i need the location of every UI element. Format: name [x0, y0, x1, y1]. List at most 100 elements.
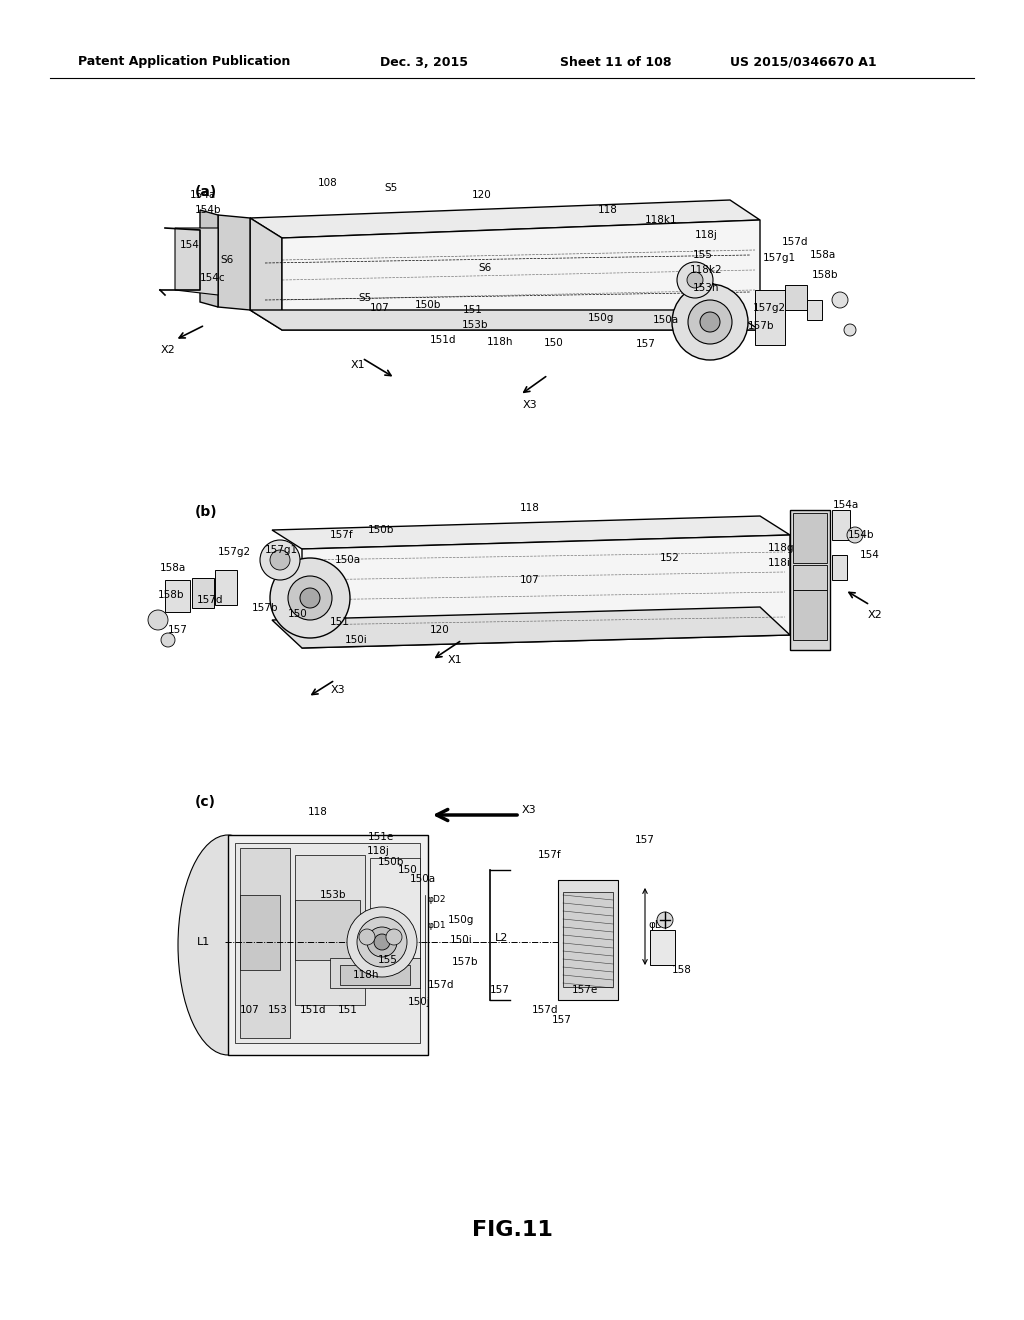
Bar — [234, 843, 420, 1043]
Circle shape — [288, 576, 332, 620]
Text: 154b: 154b — [848, 531, 874, 540]
Circle shape — [657, 912, 673, 928]
Bar — [785, 285, 807, 310]
Circle shape — [688, 300, 732, 345]
Text: 153b: 153b — [319, 890, 346, 900]
Bar — [831, 510, 850, 540]
Text: 157f: 157f — [538, 850, 561, 861]
Text: 151: 151 — [338, 1005, 357, 1015]
Circle shape — [357, 917, 407, 968]
Text: Sheet 11 of 108: Sheet 11 of 108 — [560, 55, 672, 69]
Text: 155: 155 — [378, 954, 398, 965]
Text: 150b: 150b — [368, 525, 394, 535]
Text: 157: 157 — [168, 624, 187, 635]
Text: 153b: 153b — [462, 319, 488, 330]
Bar — [370, 858, 420, 987]
Text: 107: 107 — [370, 304, 390, 313]
Text: 151e: 151e — [368, 832, 394, 842]
Text: X2: X2 — [867, 610, 883, 620]
Text: X3: X3 — [331, 685, 345, 696]
Text: 157b: 157b — [252, 603, 279, 612]
Circle shape — [260, 540, 300, 579]
Circle shape — [672, 284, 748, 360]
Text: 150b: 150b — [378, 857, 404, 867]
Text: 118: 118 — [598, 205, 617, 215]
Text: Dec. 3, 2015: Dec. 3, 2015 — [380, 55, 468, 69]
Text: 120: 120 — [430, 624, 450, 635]
Text: FIG.11: FIG.11 — [472, 1220, 552, 1239]
Text: 158b: 158b — [812, 271, 839, 280]
Text: S5: S5 — [358, 293, 372, 304]
Text: 150a: 150a — [335, 554, 361, 565]
Text: 157e: 157e — [572, 985, 598, 995]
Text: 158a: 158a — [810, 249, 837, 260]
Text: 157: 157 — [552, 1015, 571, 1026]
Circle shape — [347, 907, 417, 977]
Text: 151: 151 — [463, 305, 483, 315]
Text: φD4: φD4 — [648, 920, 670, 931]
Text: 151d: 151d — [300, 1005, 327, 1015]
Bar — [793, 590, 827, 640]
Ellipse shape — [178, 836, 278, 1055]
Bar — [558, 880, 618, 1001]
Text: 118h: 118h — [487, 337, 513, 347]
Text: 118i: 118i — [768, 558, 791, 568]
Text: 151d: 151d — [430, 335, 457, 345]
Bar — [793, 565, 827, 590]
Polygon shape — [302, 535, 790, 648]
Text: 120: 120 — [472, 190, 492, 201]
Text: 158a: 158a — [160, 564, 186, 573]
Bar — [793, 513, 827, 564]
Bar — [330, 958, 420, 987]
Circle shape — [300, 587, 319, 609]
Text: 118j: 118j — [695, 230, 718, 240]
Text: 158b: 158b — [158, 590, 184, 601]
Bar — [215, 570, 237, 605]
Circle shape — [161, 634, 175, 647]
Text: 150a: 150a — [410, 874, 436, 884]
Text: 154: 154 — [860, 550, 880, 560]
Text: 157: 157 — [636, 339, 656, 348]
Text: 157: 157 — [635, 836, 655, 845]
Text: 118k1: 118k1 — [645, 215, 678, 224]
Circle shape — [367, 927, 397, 957]
Circle shape — [148, 610, 168, 630]
Polygon shape — [200, 210, 218, 308]
Polygon shape — [250, 201, 760, 238]
Text: 157g2: 157g2 — [218, 546, 251, 557]
Text: 157d: 157d — [782, 238, 809, 247]
Bar — [755, 290, 785, 345]
Bar — [831, 554, 847, 579]
Text: 158: 158 — [672, 965, 692, 975]
Bar — [563, 892, 613, 987]
Bar — [240, 895, 280, 970]
Text: 150g: 150g — [449, 915, 474, 925]
Text: 154: 154 — [180, 240, 200, 249]
Text: 107: 107 — [240, 1005, 260, 1015]
Text: 154a: 154a — [190, 190, 216, 201]
Text: S6: S6 — [478, 263, 492, 273]
Text: US 2015/0346670 A1: US 2015/0346670 A1 — [730, 55, 877, 69]
Text: 157d: 157d — [197, 595, 223, 605]
Text: φD2: φD2 — [427, 895, 445, 904]
Text: 108: 108 — [318, 178, 338, 187]
Text: 118j: 118j — [367, 846, 390, 855]
Bar — [650, 931, 675, 965]
Text: φD1: φD1 — [427, 920, 445, 929]
Circle shape — [677, 261, 713, 298]
Text: 118: 118 — [308, 807, 328, 817]
Text: (a): (a) — [195, 185, 217, 199]
Text: 150j: 150j — [408, 997, 431, 1007]
Bar — [193, 578, 214, 609]
Text: X2: X2 — [161, 345, 175, 355]
Text: 118h: 118h — [353, 970, 380, 979]
Text: (b): (b) — [195, 506, 218, 519]
Bar — [240, 847, 290, 1038]
Text: S6: S6 — [220, 255, 233, 265]
Bar — [165, 579, 190, 612]
Text: 157g2: 157g2 — [753, 304, 786, 313]
Circle shape — [270, 558, 350, 638]
Circle shape — [359, 929, 375, 945]
Text: 150: 150 — [398, 865, 418, 875]
Text: 150i: 150i — [345, 635, 368, 645]
